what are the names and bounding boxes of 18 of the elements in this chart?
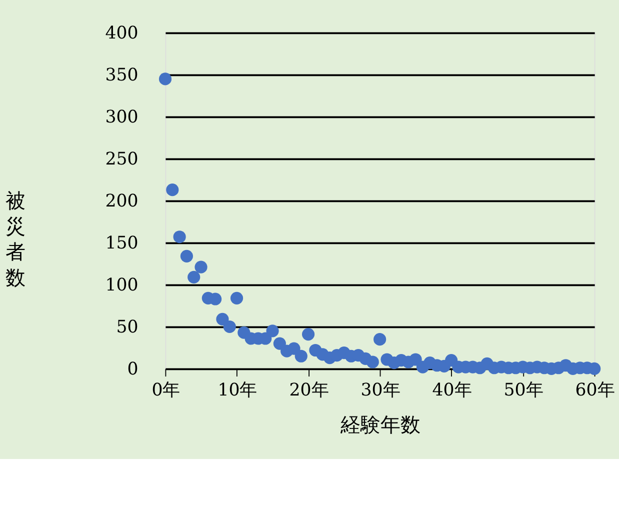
y-tick-label: 250 xyxy=(105,150,138,170)
x-tick-label: 0年 xyxy=(152,380,180,401)
y-tick-label: 350 xyxy=(105,66,138,86)
x-tick-label: 10年 xyxy=(218,380,257,401)
x-tick-label: 40年 xyxy=(432,380,472,401)
y-tick-label: 50 xyxy=(116,318,138,338)
y-tick-label: 300 xyxy=(105,108,138,128)
x-tick-label: 50年 xyxy=(504,380,543,401)
x-tick-label: 20年 xyxy=(289,380,328,401)
x-tick-label: 60年 xyxy=(575,380,614,401)
y-tick-label: 200 xyxy=(105,192,138,212)
x-tick-label: 30年 xyxy=(360,380,400,401)
y-tick-label: 0 xyxy=(127,360,138,380)
y-tick-label: 100 xyxy=(105,276,138,296)
y-tick-label: 150 xyxy=(105,234,138,254)
y-tick-label: 400 xyxy=(105,24,138,44)
y-axis-title: 被災者数 xyxy=(6,188,26,290)
x-axis-title: 経験年数 xyxy=(339,412,420,436)
